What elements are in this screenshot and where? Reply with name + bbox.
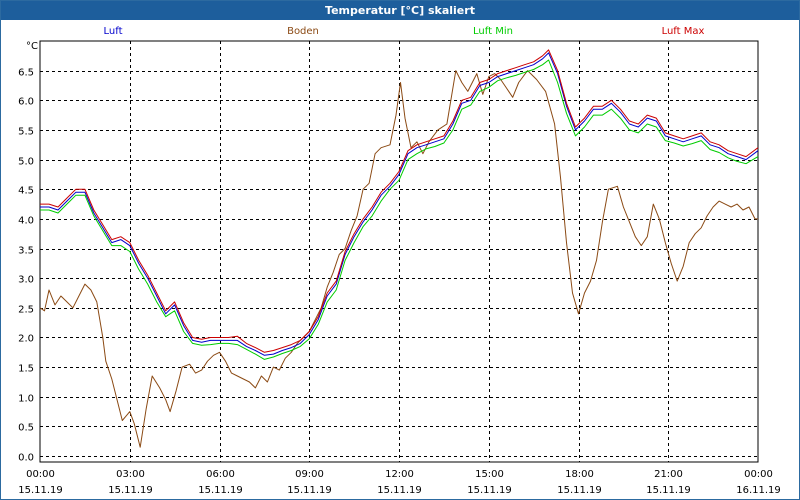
series-line-luft-max <box>40 49 759 353</box>
x-tick-date-label: 15.11.19 <box>646 485 691 496</box>
x-tick-time-label: 18:00 <box>565 469 594 480</box>
x-tick-date-label: 15.11.19 <box>557 485 602 496</box>
x-tick-time-label: 15:00 <box>475 469 504 480</box>
x-tick-time-label: 03:00 <box>116 469 145 480</box>
y-tick-label: 3.0 <box>18 275 34 286</box>
grid-lines <box>40 41 758 462</box>
x-tick-date-label: 16.11.19 <box>736 485 781 496</box>
y-tick-label: 4.0 <box>18 216 34 227</box>
legend-entry-luft-max: Luft Max <box>662 26 705 37</box>
series-line-luft <box>40 52 759 356</box>
x-tick-time-label: 09:00 <box>295 469 324 480</box>
legend: Luft Boden Luft Min Luft Max <box>104 26 705 37</box>
y-tick-label: 6.5 <box>18 68 34 79</box>
x-tick-date-label: 15.11.19 <box>287 485 332 496</box>
x-tick-time-label: 00:00 <box>744 469 773 480</box>
y-tick-label: 5.5 <box>18 127 34 138</box>
x-tick-date-label: 15.11.19 <box>18 485 63 496</box>
y-tick-label: 0.0 <box>18 453 34 464</box>
y-tick-label: 2.0 <box>18 334 34 345</box>
x-tick-date-label: 15.11.19 <box>377 485 422 496</box>
series-lines <box>39 49 759 448</box>
y-tick-label: 2.5 <box>18 305 34 316</box>
legend-entry-luft-min: Luft Min <box>473 26 513 37</box>
y-axis-label: °C <box>26 41 38 52</box>
y-tick-label: 0.5 <box>18 423 34 434</box>
legend-entry-luft: Luft <box>104 26 123 37</box>
y-tick-label: 5.0 <box>18 157 34 168</box>
y-tick-label: 3.5 <box>18 246 34 257</box>
x-tick-time-label: 00:00 <box>26 469 55 480</box>
y-tick-label: 1.5 <box>18 364 34 375</box>
x-tick-time-label: 12:00 <box>385 469 414 480</box>
y-tick-label: 6.0 <box>18 97 34 108</box>
legend-entry-boden: Boden <box>287 26 319 37</box>
y-tick-label: 4.5 <box>18 186 34 197</box>
x-tick-date-label: 15.11.19 <box>108 485 153 496</box>
series-line-luft-min <box>40 59 759 360</box>
y-axis: 0.0 0.5 1.0 1.5 2.0 2.5 3.0 3.5 4.0 4.5 5.0 5.5 6.0 6… <box>18 68 34 464</box>
x-axis: 00:00 15.11.19 03:00 15.11.19 06:00 15.11.19 0… <box>18 469 781 496</box>
x-tick-time-label: 21:00 <box>654 469 683 480</box>
chart-title: Temperatur [°C] skaliert <box>1 1 799 20</box>
series-line-boden <box>39 70 758 448</box>
x-tick-date-label: 15.11.19 <box>467 485 512 496</box>
x-tick-date-label: 15.11.19 <box>198 485 243 496</box>
x-tick-time-label: 06:00 <box>206 469 235 480</box>
y-tick-label: 1.0 <box>18 394 34 405</box>
